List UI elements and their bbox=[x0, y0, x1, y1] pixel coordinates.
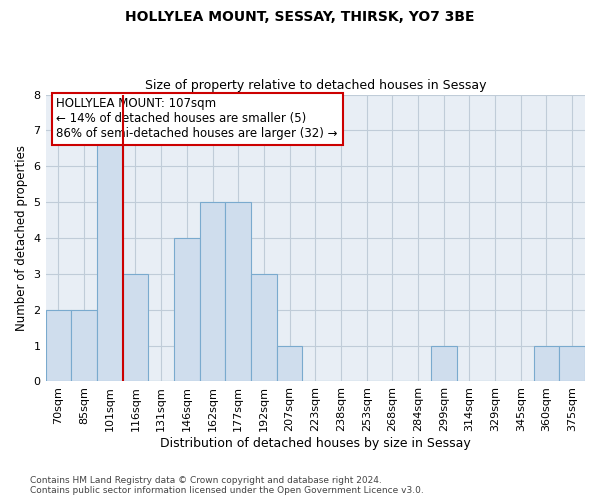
Bar bbox=[174, 238, 200, 382]
Bar bbox=[122, 274, 148, 382]
Y-axis label: Number of detached properties: Number of detached properties bbox=[15, 145, 28, 331]
Bar bbox=[97, 130, 122, 382]
Text: Contains HM Land Registry data © Crown copyright and database right 2024.
Contai: Contains HM Land Registry data © Crown c… bbox=[30, 476, 424, 495]
Bar bbox=[277, 346, 302, 382]
Bar bbox=[46, 310, 71, 382]
Bar bbox=[559, 346, 585, 382]
Bar bbox=[226, 202, 251, 382]
Bar bbox=[533, 346, 559, 382]
Text: HOLLYLEA MOUNT: 107sqm
← 14% of detached houses are smaller (5)
86% of semi-deta: HOLLYLEA MOUNT: 107sqm ← 14% of detached… bbox=[56, 98, 338, 140]
Bar bbox=[431, 346, 457, 382]
Text: HOLLYLEA MOUNT, SESSAY, THIRSK, YO7 3BE: HOLLYLEA MOUNT, SESSAY, THIRSK, YO7 3BE bbox=[125, 10, 475, 24]
X-axis label: Distribution of detached houses by size in Sessay: Distribution of detached houses by size … bbox=[160, 437, 470, 450]
Bar bbox=[251, 274, 277, 382]
Title: Size of property relative to detached houses in Sessay: Size of property relative to detached ho… bbox=[145, 79, 486, 92]
Bar bbox=[71, 310, 97, 382]
Bar bbox=[200, 202, 226, 382]
